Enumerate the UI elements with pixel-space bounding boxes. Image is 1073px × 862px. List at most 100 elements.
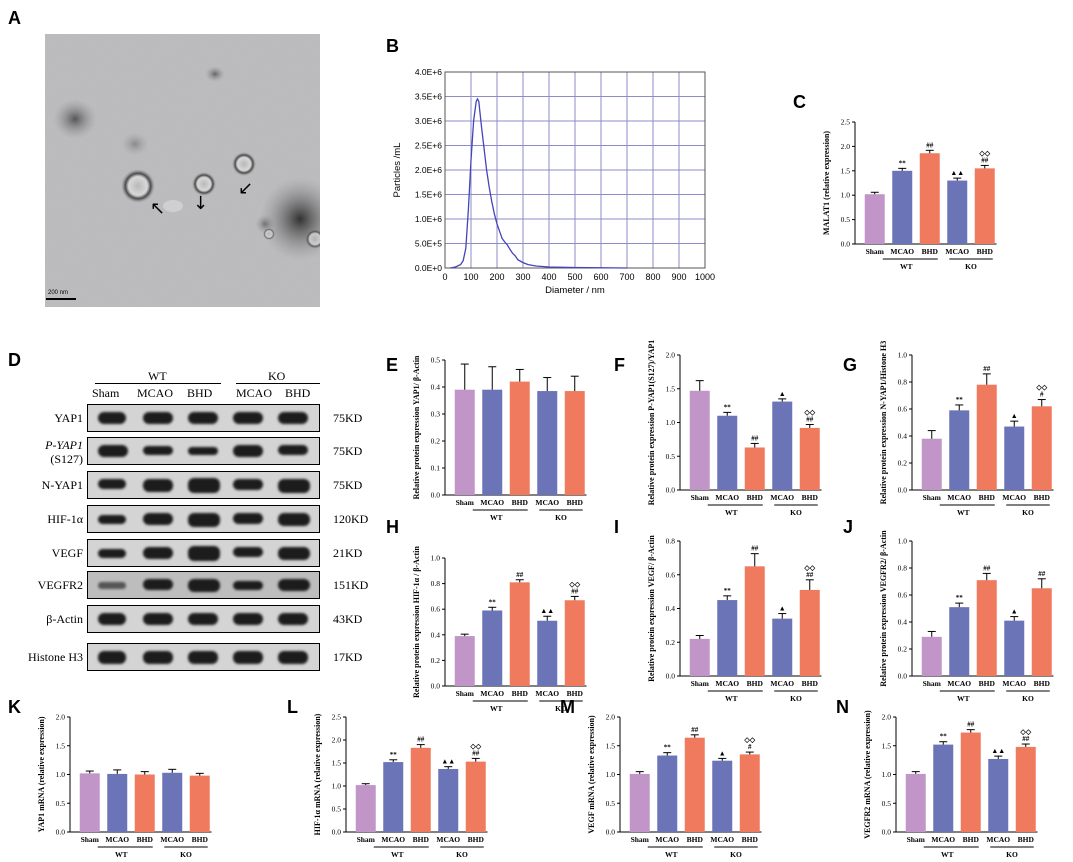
y-tick-label: 2.0: [666, 351, 676, 360]
y-tick-label: 0.0: [56, 828, 66, 837]
y-tick-label: 1.5: [606, 741, 616, 750]
wb-strip: [87, 404, 320, 432]
significance-mark: ◇◇: [743, 736, 755, 744]
bar: [454, 636, 475, 686]
wb-strip: [87, 505, 320, 533]
bar: [947, 180, 968, 244]
y-tick-label: 0.0E+0: [415, 263, 442, 273]
y-tick-label: 0.0: [332, 828, 342, 837]
significance-mark: ▲: [779, 390, 786, 398]
bar: [933, 744, 954, 832]
x-tick-label: BHD: [1018, 835, 1035, 844]
bar: [949, 607, 970, 676]
x-tick-label: MCAO: [480, 498, 504, 507]
bar: [482, 389, 503, 495]
bar: [438, 768, 459, 832]
y-tick-label: 1.5: [841, 166, 851, 175]
significance-mark: ##: [1038, 570, 1046, 578]
wb-strip: [87, 571, 320, 599]
panel-label-n: N: [836, 697, 849, 717]
group-label: WT: [490, 513, 503, 522]
wb-row-size: 75KD: [333, 478, 363, 492]
wb-strip: [87, 605, 320, 633]
wb-row-name: YAP1: [54, 411, 83, 425]
wb-row-name: N-YAP1: [41, 478, 83, 492]
significance-mark: ▲: [1011, 412, 1018, 420]
significance-mark: ##: [926, 141, 934, 149]
y-tick-label: 1.0: [332, 782, 342, 791]
bar: [657, 755, 678, 832]
significance-mark: ##: [806, 416, 814, 424]
wb-lane-label: MCAO: [137, 386, 174, 400]
y-tick-label: 0.0: [666, 672, 676, 681]
x-tick-label: BHD: [687, 835, 704, 844]
y-tick-label: 1.5: [666, 384, 676, 393]
panel-label-c: C: [793, 92, 806, 112]
group-label: WT: [900, 262, 913, 271]
bar: [892, 170, 913, 244]
y-tick-label: 1.0: [841, 191, 851, 200]
x-tick-label: BHD: [979, 493, 996, 502]
significance-mark: ##: [806, 571, 814, 579]
x-tick-label: BHD: [468, 835, 485, 844]
y-axis-label: HIF-1α mRNA (relative expression): [313, 713, 322, 835]
y-tick-label: 0.0: [882, 828, 892, 837]
x-tick-label: BHD: [1034, 679, 1051, 688]
wb-row-size: 75KD: [333, 444, 363, 458]
y-tick-label: 0.5: [841, 215, 851, 224]
x-tick-label: Sham: [923, 493, 942, 502]
significance-mark: ##: [571, 587, 579, 595]
bar: [717, 415, 738, 490]
x-tick-label: BHD: [979, 679, 996, 688]
significance-mark: **: [956, 594, 964, 602]
x-tick-label: BHD: [512, 689, 529, 698]
y-tick-label: 0.8: [431, 579, 441, 588]
y-tick-label: 1.0: [666, 418, 676, 427]
bar: [949, 410, 970, 490]
significance-mark: ▲: [779, 605, 786, 613]
wb-lane-label: BHD: [187, 386, 213, 400]
group-label: KO: [555, 704, 567, 713]
x-tick-label: MCAO: [436, 835, 460, 844]
group-label: KO: [965, 262, 977, 271]
y-tick-label: 0.0: [606, 828, 616, 837]
x-tick-label: BHD: [802, 493, 819, 502]
x-tick-label: MCAO: [715, 493, 739, 502]
x-tick-label: Sham: [81, 835, 100, 844]
group-label: KO: [790, 508, 802, 517]
y-tick-label: 3.5E+6: [415, 92, 442, 102]
x-tick-label: 900: [671, 272, 686, 282]
significance-mark: #: [1040, 391, 1044, 399]
wb-row-size: 120KD: [333, 512, 369, 526]
panel-label-l: L: [287, 697, 298, 717]
y-tick-label: 0.8: [898, 378, 908, 387]
panel-label-f: F: [614, 355, 625, 375]
bar: [689, 638, 710, 676]
series-line: [450, 97, 628, 269]
group-label: WT: [391, 850, 404, 859]
y-tick-label: 0.3: [431, 410, 441, 419]
x-tick-label: MCAO: [1002, 493, 1026, 502]
bar: [988, 758, 1009, 832]
y-tick-label: 0.2: [431, 656, 441, 665]
group-label: KO: [730, 850, 742, 859]
panel-label-b: B: [386, 36, 399, 56]
bar: [1004, 620, 1025, 676]
group-label: KO: [1022, 694, 1034, 703]
y-axis-label: Relative protein expression YAP1/ β-Acti…: [412, 355, 421, 499]
y-tick-label: 1.0: [898, 351, 908, 360]
y-tick-label: 0.6: [898, 405, 908, 414]
significance-mark: ▲▲: [441, 758, 455, 766]
y-tick-label: 0.5: [606, 799, 616, 808]
panel-label-i: I: [614, 517, 620, 537]
significance-mark: #: [748, 743, 752, 751]
significance-mark: ##: [751, 434, 759, 442]
group-label: KO: [790, 694, 802, 703]
x-tick-label: 700: [619, 272, 634, 282]
x-tick-label: MCAO: [770, 493, 794, 502]
significance-mark: **: [489, 598, 497, 606]
bar: [107, 773, 128, 832]
bar: [974, 168, 995, 244]
x-tick-label: MCAO: [160, 835, 184, 844]
y-tick-label: 0.0: [431, 682, 441, 691]
